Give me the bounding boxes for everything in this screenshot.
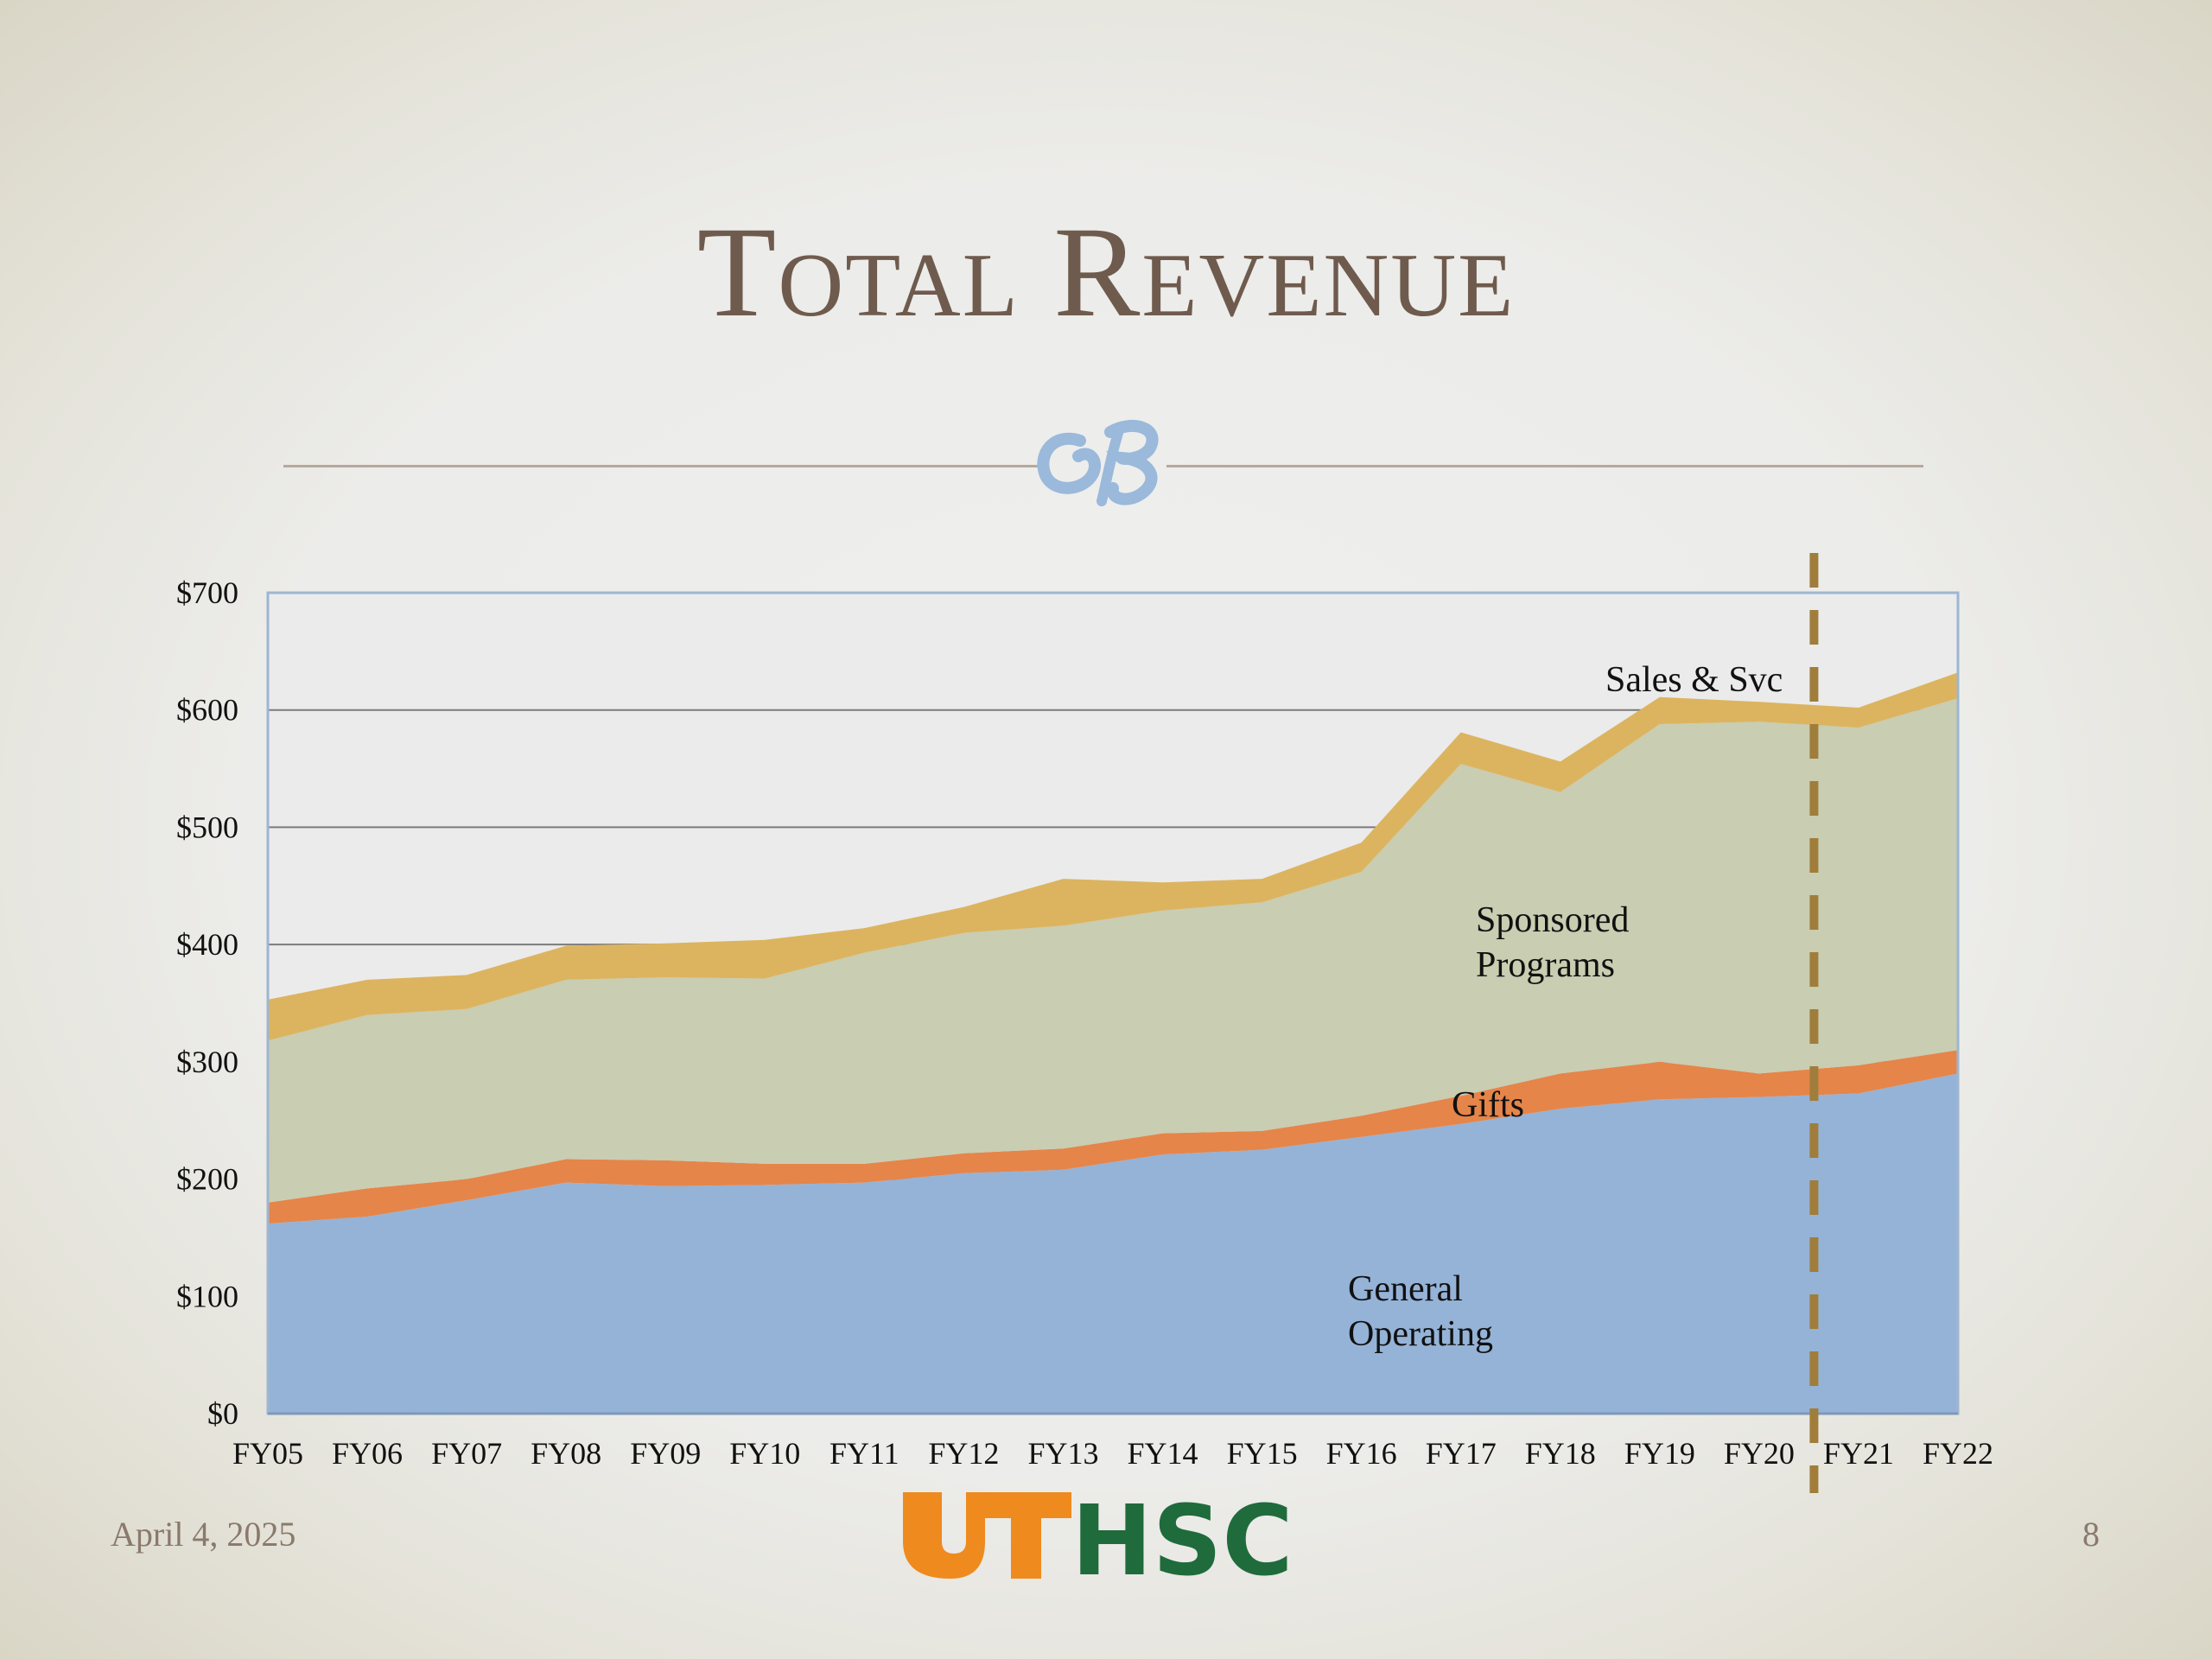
x-tick-label: FY08 <box>531 1436 601 1471</box>
y-tick-label: $300 <box>176 1045 238 1079</box>
x-tick-label: FY10 <box>729 1436 800 1471</box>
x-tick-label: FY20 <box>1724 1436 1795 1471</box>
ornament-icon <box>1037 419 1159 506</box>
y-tick-label: $600 <box>176 693 238 728</box>
y-tick-label: $200 <box>176 1162 238 1197</box>
x-tick-label: FY05 <box>232 1436 303 1471</box>
label-sponsored-programs: Sponsored Programs <box>1476 900 1629 985</box>
x-tick-label: FY18 <box>1525 1436 1596 1471</box>
page-number: 8 <box>2082 1515 2100 1554</box>
area-general-operating <box>268 1073 1958 1414</box>
logo-hsc-text: HSC <box>1071 1488 1294 1583</box>
uthsc-logo: HSC <box>903 1488 1294 1583</box>
label-gifts: Gifts <box>1452 1085 1524 1125</box>
x-tick-label: FY14 <box>1128 1436 1198 1471</box>
area-sponsored-programs <box>268 698 1958 1203</box>
x-tick-label: FY21 <box>1823 1436 1894 1471</box>
area-sales-svc <box>268 672 1958 1041</box>
y-tick-label: $100 <box>176 1279 238 1313</box>
title-divider-left <box>283 465 1044 467</box>
x-tick-label: FY19 <box>1624 1436 1695 1471</box>
area-gifts <box>268 1050 1958 1224</box>
label-sales-svc: Sales & Svc <box>1605 660 1783 700</box>
footer-date: April 4, 2025 <box>111 1515 296 1554</box>
x-tick-label: FY11 <box>830 1436 899 1471</box>
y-tick-label: $0 <box>207 1396 238 1431</box>
y-tick-label: $400 <box>176 927 238 962</box>
x-tick-label: FY16 <box>1326 1436 1397 1471</box>
y-tick-label: $700 <box>176 575 238 610</box>
x-tick-label: FY07 <box>431 1436 502 1471</box>
label-general-operating: General Operating <box>1348 1269 1493 1354</box>
x-tick-label: FY15 <box>1227 1436 1298 1471</box>
x-tick-label: FY09 <box>630 1436 701 1471</box>
title-divider-right <box>1166 465 1923 467</box>
y-tick-label: $500 <box>176 810 238 844</box>
x-tick-label: FY06 <box>332 1436 403 1471</box>
x-tick-label: FY12 <box>928 1436 999 1471</box>
logo-ut-mark <box>903 1492 1071 1579</box>
x-tick-label: FY13 <box>1027 1436 1098 1471</box>
x-tick-label: FY22 <box>1923 1436 1993 1471</box>
slide-title: Total Revenue <box>696 200 1516 344</box>
x-tick-label: FY17 <box>1426 1436 1497 1471</box>
